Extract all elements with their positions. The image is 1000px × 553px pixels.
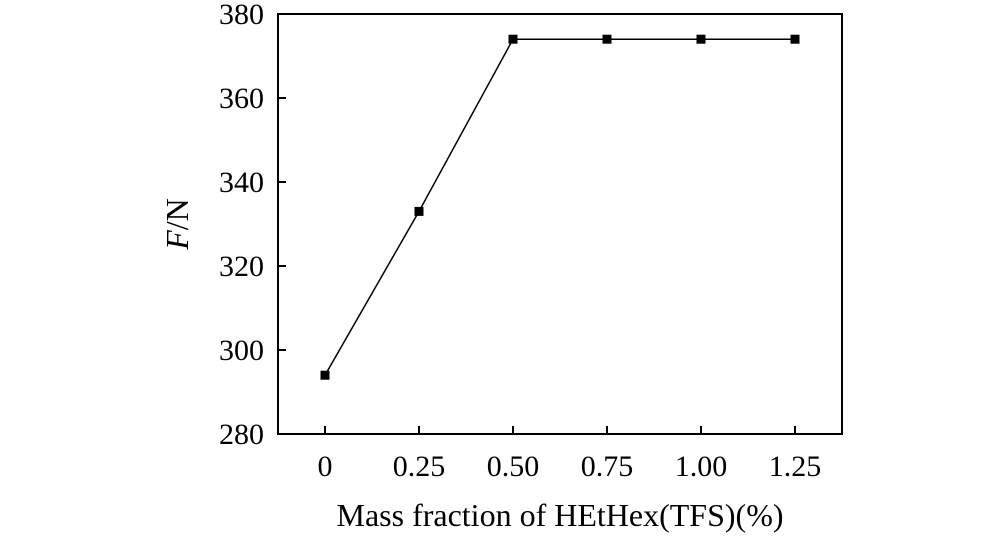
- x-tick-label: 0.25: [393, 450, 446, 483]
- data-point: [696, 34, 706, 44]
- series-line: [324, 38, 795, 376]
- x-tick-label: 1.00: [675, 450, 728, 483]
- data-point: [790, 34, 800, 44]
- y-tick-label: 360: [219, 82, 264, 115]
- y-tick-label: 380: [219, 0, 264, 31]
- y-tick-label: 340: [219, 166, 264, 199]
- data-point: [508, 34, 518, 44]
- x-tick-label: 0: [318, 450, 333, 483]
- x-tick-label: 0.75: [581, 450, 634, 483]
- x-ticks: 0 0.25 0.50 0.75 1.00 1.25: [318, 426, 822, 483]
- y-axis-label: F/N: [159, 198, 195, 251]
- series-markers: [320, 34, 800, 380]
- data-point: [414, 206, 424, 216]
- x-tick-label: 1.25: [769, 450, 822, 483]
- y-tick-label: 320: [219, 250, 264, 283]
- y-axis-unit: /N: [159, 198, 195, 230]
- y-axis-variable: F: [159, 230, 195, 251]
- plot-frame: [277, 13, 843, 435]
- y-ticks: 280 300 320 340 360 380: [219, 0, 286, 451]
- x-tick-label: 0.50: [487, 450, 540, 483]
- y-tick-label: 300: [219, 334, 264, 367]
- y-tick-label: 280: [219, 418, 264, 451]
- x-axis-label: Mass fraction of HEtHex(TFS)(%): [337, 497, 784, 533]
- data-point: [320, 370, 330, 380]
- data-point: [602, 34, 612, 44]
